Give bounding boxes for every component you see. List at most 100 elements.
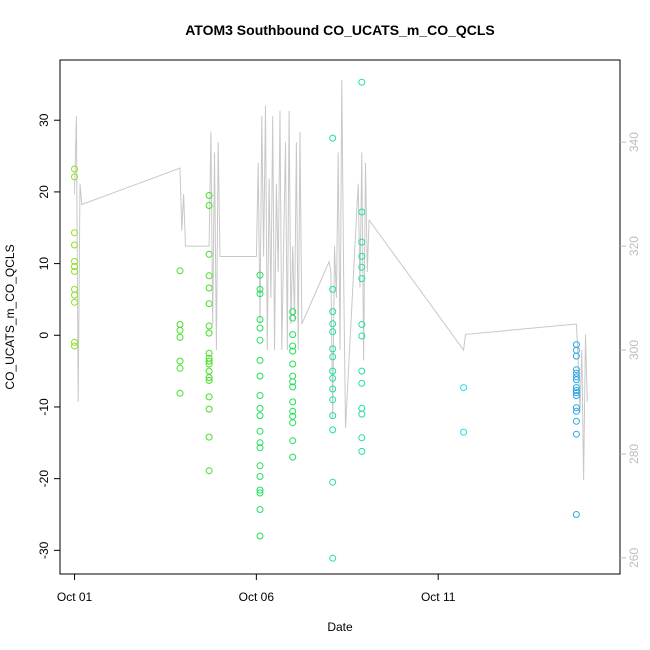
data-point: [176, 333, 184, 341]
data-point: [329, 374, 337, 382]
chart-marks: Oct 01 Oct 06 Oct 11 -30 -20 -10 0 10 20 30 260 280…: [37, 78, 641, 604]
data-point: [329, 134, 337, 142]
data-point: [572, 366, 580, 374]
data-point: [358, 434, 366, 442]
data-point: [71, 241, 78, 249]
data-point: [572, 430, 580, 438]
data-point: [460, 428, 468, 436]
data-point: [256, 486, 264, 494]
data-point: [572, 384, 580, 392]
data-point: [572, 389, 580, 397]
data-point: [256, 489, 264, 497]
y2-tick-label: 260: [627, 548, 641, 568]
data-point: [358, 410, 366, 418]
data-point: [329, 353, 337, 361]
data-point: [205, 284, 213, 292]
x-tick-label: Oct 11: [421, 590, 456, 604]
data-point: [256, 285, 264, 293]
y-tick-label: -20: [37, 470, 51, 488]
data-point: [289, 383, 297, 391]
data-point: [256, 290, 264, 298]
data-point: [256, 271, 264, 279]
data-point: [329, 554, 337, 562]
y-tick-label: 0: [37, 332, 51, 339]
data-point: [256, 324, 264, 332]
data-point: [358, 252, 366, 260]
data-point: [176, 389, 184, 397]
data-point: [71, 342, 78, 350]
y-tick-label: 10: [37, 257, 51, 271]
y2-tick-label: 320: [627, 236, 641, 256]
data-point: [329, 478, 337, 486]
data-point: [256, 356, 264, 364]
y-tick-label: -10: [37, 398, 51, 416]
data-point: [289, 407, 297, 415]
data-point: [572, 404, 580, 412]
data-point: [358, 332, 366, 340]
data-point: [256, 427, 264, 435]
data-point: [256, 473, 264, 480]
data-point: [572, 373, 580, 381]
data-point: [329, 308, 337, 316]
data-point: [460, 384, 468, 392]
series-line: [74, 79, 588, 480]
data-point: [289, 347, 297, 355]
data-point: [329, 367, 337, 375]
data-point: [358, 263, 366, 271]
data-point: [358, 367, 366, 375]
data-point: [329, 412, 337, 420]
data-point: [205, 405, 213, 413]
data-point: [176, 357, 184, 365]
data-point: [205, 202, 213, 209]
data-point: [358, 447, 366, 455]
data-point: [71, 268, 78, 275]
y-tick-label: 30: [37, 113, 51, 127]
data-point: [205, 300, 213, 308]
data-point: [71, 338, 78, 346]
data-point: [205, 329, 213, 337]
data-point: [329, 426, 337, 434]
data-point: [256, 392, 264, 399]
y2-tick-label: 280: [627, 444, 641, 464]
data-point: [572, 392, 580, 399]
data-point: [572, 417, 580, 425]
data-point: [71, 173, 78, 181]
data-point: [572, 387, 580, 394]
data-point: [256, 444, 264, 452]
data-point: [205, 322, 213, 330]
data-point: [289, 331, 297, 339]
data-point: [572, 511, 580, 518]
plot-frame: [59, 59, 621, 575]
data-point: [176, 326, 184, 334]
data-point: [71, 165, 78, 173]
data-point: [289, 398, 297, 406]
data-point: [71, 291, 78, 299]
data-point: [358, 275, 366, 283]
y2-tick-label: 340: [627, 132, 641, 152]
data-point: [205, 467, 213, 475]
data-point: [256, 462, 264, 470]
data-point: [176, 364, 184, 372]
data-point: [289, 453, 297, 461]
y-tick-label: 20: [37, 185, 51, 199]
data-point: [256, 316, 264, 323]
data-point: [358, 321, 366, 328]
data-point: [329, 396, 337, 404]
data-point: [256, 439, 264, 447]
data-point: [205, 272, 213, 280]
data-point: [71, 298, 78, 306]
data-point: [289, 314, 297, 322]
data-point: [289, 378, 297, 386]
data-point: [71, 229, 78, 237]
chart-title: ATOM3 Southbound CO_UCATS_m_CO_QCLS: [185, 22, 495, 38]
data-point: [572, 407, 580, 415]
data-point: [176, 267, 184, 275]
data-point: [329, 285, 337, 293]
data-point: [358, 379, 366, 387]
data-point: [205, 393, 213, 401]
data-point: [572, 352, 580, 360]
data-point: [205, 376, 213, 384]
data-point: [289, 342, 297, 350]
